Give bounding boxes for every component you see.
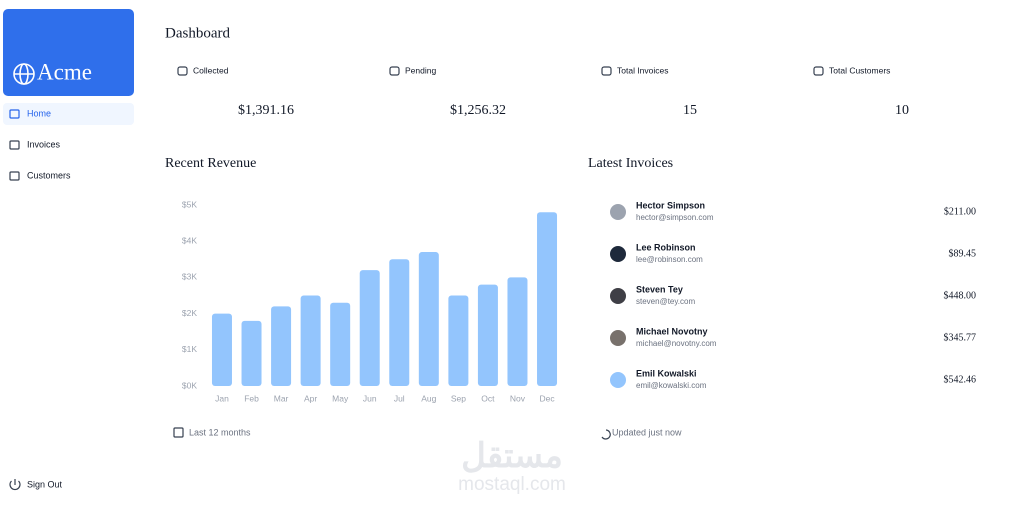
bar xyxy=(359,270,380,386)
bar xyxy=(389,259,410,386)
invoice-amount: $448.00 xyxy=(944,290,977,301)
x-tick-label: Jul xyxy=(394,393,405,403)
customer-email: hector@simpson.com xyxy=(636,213,714,222)
nav-item[interactable]: Invoices xyxy=(27,139,61,149)
bar xyxy=(477,284,498,386)
customer-name: Lee Robinson xyxy=(636,242,696,252)
avatar xyxy=(610,330,626,346)
bar xyxy=(300,295,321,386)
bar xyxy=(271,306,292,386)
bar xyxy=(507,277,528,386)
bar xyxy=(448,295,469,386)
invoice-amount: $89.45 xyxy=(949,248,977,259)
avatar xyxy=(610,204,626,220)
bar xyxy=(537,212,558,386)
y-tick-label: $0K xyxy=(182,380,197,390)
card-value: 10 xyxy=(895,103,909,118)
avatar xyxy=(610,246,626,262)
bar xyxy=(418,252,439,386)
customer-email: steven@tey.com xyxy=(636,297,695,306)
x-tick-label: May xyxy=(332,393,349,403)
avatar xyxy=(610,288,626,304)
brand-panel xyxy=(3,9,134,96)
invoices-footer: Updated just now xyxy=(612,427,682,437)
x-tick-label: Nov xyxy=(510,393,526,403)
brand-name: Acme xyxy=(37,59,92,84)
watermark-latin: mostaql.com xyxy=(458,474,566,495)
card-icon xyxy=(813,66,824,76)
page-title: Dashboard xyxy=(165,25,230,41)
x-tick-label: Jun xyxy=(363,393,377,403)
revenue-footer: Last 12 months xyxy=(189,427,251,437)
customer-name: Steven Tey xyxy=(636,284,683,294)
y-tick-label: $5K xyxy=(182,199,197,209)
card-value: 15 xyxy=(683,103,697,118)
customer-name: Hector Simpson xyxy=(636,200,705,210)
x-tick-label: Mar xyxy=(274,393,289,403)
bar xyxy=(241,320,262,386)
x-tick-label: Dec xyxy=(539,393,555,403)
invoice-amount: $345.77 xyxy=(944,332,977,343)
x-tick-label: Apr xyxy=(304,393,317,403)
customer-email: emil@kowalski.com xyxy=(636,381,707,390)
y-tick-label: $2K xyxy=(182,308,197,318)
x-tick-label: Oct xyxy=(481,393,495,403)
calendar-icon xyxy=(173,427,184,438)
x-tick-label: Sep xyxy=(451,393,466,403)
nav-item[interactable]: Customers xyxy=(27,170,71,180)
customer-email: michael@novotny.com xyxy=(636,339,717,348)
bar xyxy=(211,313,232,386)
y-tick-label: $3K xyxy=(182,272,197,282)
globe-icon xyxy=(13,63,35,85)
card-icon xyxy=(177,66,188,76)
nav-icon xyxy=(9,171,20,181)
customer-name: Michael Novotny xyxy=(636,326,708,336)
revenue-title: Recent Revenue xyxy=(165,156,256,171)
card-label: Total Customers xyxy=(829,65,890,75)
avatar xyxy=(610,372,626,388)
y-tick-label: $1K xyxy=(182,344,197,354)
nav-icon xyxy=(9,140,20,150)
card-value: $1,256.32 xyxy=(450,103,506,118)
x-tick-label: Feb xyxy=(244,393,259,403)
nav-item[interactable]: Home xyxy=(27,108,51,118)
refresh-icon xyxy=(601,429,611,440)
nav-active-bg xyxy=(3,103,134,125)
card-icon xyxy=(601,66,612,76)
customer-name: Emil Kowalski xyxy=(636,368,697,378)
card-label: Collected xyxy=(193,65,229,75)
watermark-arabic: مستقل xyxy=(461,437,563,475)
customer-email: lee@robinson.com xyxy=(636,255,703,264)
nav-icon xyxy=(9,109,20,119)
sign-out[interactable]: Sign Out xyxy=(27,479,63,489)
card-label: Pending xyxy=(405,65,436,75)
y-tick-label: $4K xyxy=(182,235,197,245)
card-icon xyxy=(389,66,400,76)
power-icon xyxy=(9,479,21,491)
invoice-amount: $211.00 xyxy=(944,206,976,217)
x-tick-label: Aug xyxy=(421,393,436,403)
invoices-title: Latest Invoices xyxy=(588,156,673,171)
x-tick-label: Jan xyxy=(215,393,229,403)
invoice-amount: $542.46 xyxy=(944,374,977,385)
bar xyxy=(330,302,351,386)
card-value: $1,391.16 xyxy=(238,103,294,118)
card-label: Total Invoices xyxy=(617,65,669,75)
